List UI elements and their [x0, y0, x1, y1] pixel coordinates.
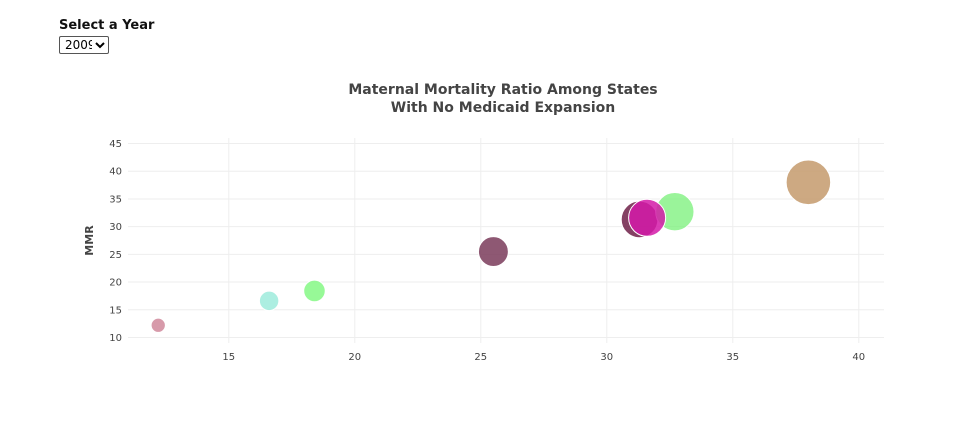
grid: [128, 138, 884, 343]
x-tick-label: 15: [222, 352, 235, 363]
y-tick-label: 25: [109, 250, 122, 261]
y-tick-label: 15: [109, 305, 122, 316]
year-select[interactable]: 2009: [59, 36, 109, 54]
axes: 10 15 20 25 30 35 40 45 15 20 25 30 35 40 MMR: [83, 139, 865, 363]
x-tick-label: 30: [600, 352, 613, 363]
y-tick-label: 20: [109, 278, 122, 289]
y-tick-label: 40: [109, 167, 122, 178]
chart-title: Maternal Mortality Ratio Among States Wit…: [348, 82, 657, 116]
bubbles: [150, 159, 832, 333]
bubble-point[interactable]: [628, 198, 667, 237]
bubble-point[interactable]: [258, 290, 280, 312]
year-select-label: Select a Year: [59, 18, 155, 33]
bubble-point[interactable]: [477, 236, 509, 268]
chart-title-line: With No Medicaid Expansion: [391, 100, 615, 116]
y-axis-title: MMR: [83, 225, 96, 256]
y-tick-label: 35: [109, 194, 122, 205]
bubble-point[interactable]: [150, 317, 166, 333]
bubble-point[interactable]: [785, 159, 832, 206]
y-tick-label: 45: [109, 139, 122, 150]
y-tick-label: 30: [109, 222, 122, 233]
x-tick-label: 35: [726, 352, 739, 363]
bubble-point[interactable]: [303, 279, 326, 303]
y-tick-label: 10: [109, 333, 122, 344]
x-tick-label: 25: [474, 352, 487, 363]
chart-title-line: Maternal Mortality Ratio Among States: [348, 82, 657, 98]
x-tick-label: 20: [348, 352, 361, 363]
x-tick-label: 40: [852, 352, 865, 363]
